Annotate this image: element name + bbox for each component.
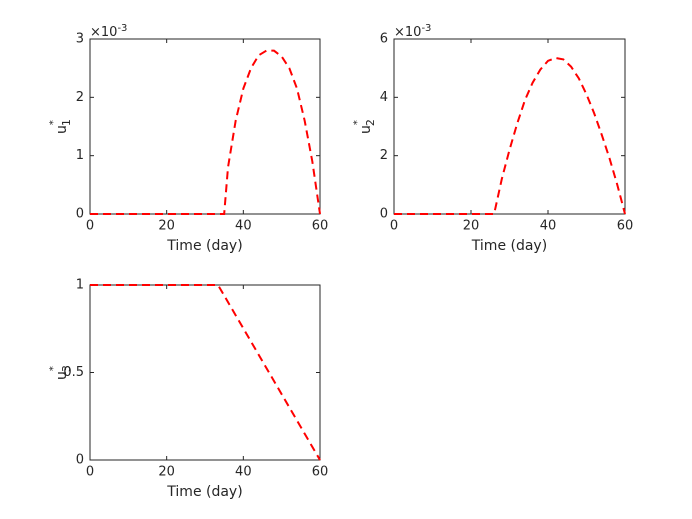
y-axis-label: u*3: [48, 365, 73, 380]
axis-exponent: ×10-3: [394, 23, 431, 40]
y-tick-label: 2: [380, 148, 388, 163]
subplot: 0 20 40 60 0 0.5 1 Time (day) u*3: [48, 278, 328, 501]
y-tick-label: 0: [76, 207, 84, 222]
y-axis-label: u*2: [352, 119, 377, 134]
y-tick-label: 1: [76, 278, 84, 293]
x-axis-label: Time (day): [166, 238, 242, 254]
x-tick-label: 60: [312, 219, 329, 234]
y-tick-label: 2: [76, 90, 84, 105]
y-tick-label: 3: [76, 32, 84, 47]
exponent-power: -3: [117, 23, 127, 34]
y-tick-label: 4: [380, 90, 388, 105]
axis-exponent: ×10-3: [90, 23, 127, 40]
exponent-base: ×10: [394, 25, 421, 40]
y-tick-label: 0.5: [63, 365, 84, 380]
y-label-sup: *: [48, 120, 59, 125]
x-tick-label: 0: [390, 219, 398, 234]
x-tick-label: 60: [312, 465, 329, 480]
data-line: [90, 284, 321, 461]
x-tick-label: 40: [235, 219, 252, 234]
x-tick-label: 0: [86, 465, 94, 480]
y-tick-label: 1: [76, 148, 84, 163]
y-tick-label: 0: [380, 207, 388, 222]
x-tick-label: 40: [235, 465, 252, 480]
plot-area: [89, 284, 321, 461]
y-label-sub: 2: [364, 119, 377, 126]
x-axis-label: Time (day): [166, 484, 242, 500]
x-tick-label: 20: [463, 219, 480, 234]
x-tick-label: 60: [617, 219, 634, 234]
x-tick-label: 0: [86, 219, 94, 234]
x-tick-label: 20: [158, 219, 175, 234]
y-label-sup: *: [352, 120, 363, 125]
y-label-base: u: [54, 125, 70, 134]
plot-area: [89, 38, 321, 215]
y-tick-label: 6: [380, 32, 388, 47]
x-axis-label: Time (day): [471, 238, 547, 254]
x-tick-label: 20: [158, 465, 175, 480]
y-axis-label: u*1: [48, 119, 73, 134]
y-label-sup: *: [48, 366, 59, 371]
exponent-power: -3: [421, 23, 431, 34]
y-label-base: u: [358, 125, 374, 134]
y-label-base: u: [54, 371, 70, 380]
y-label-sub: 3: [60, 365, 73, 372]
data-line: [394, 56, 626, 215]
data-line: [90, 49, 321, 215]
y-tick-label: 0: [76, 453, 84, 468]
x-tick-label: 40: [540, 219, 557, 234]
exponent-base: ×10: [90, 25, 117, 40]
y-label-sub: 1: [60, 119, 73, 126]
plot-area: [393, 38, 626, 215]
